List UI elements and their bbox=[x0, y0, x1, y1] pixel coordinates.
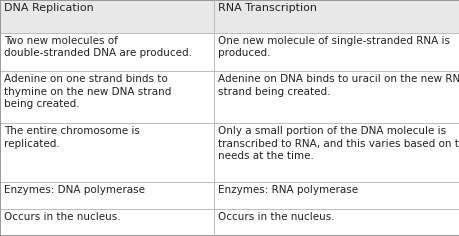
Bar bbox=[0, 71, 213, 123]
Text: Two new molecules of
double-stranded DNA are produced.: Two new molecules of double-stranded DNA… bbox=[5, 35, 192, 58]
Bar bbox=[0, 33, 213, 71]
Text: RNA Transcription: RNA Transcription bbox=[218, 3, 317, 13]
Bar bbox=[213, 33, 459, 71]
Bar bbox=[213, 71, 459, 123]
Text: Occurs in the nucleus.: Occurs in the nucleus. bbox=[5, 212, 121, 222]
Text: The entire chromosome is
replicated.: The entire chromosome is replicated. bbox=[5, 126, 140, 149]
Bar bbox=[0, 209, 213, 236]
Text: Adenine on one strand binds to
thymine on the new DNA strand
being created.: Adenine on one strand binds to thymine o… bbox=[5, 74, 171, 109]
Bar bbox=[213, 123, 459, 182]
Bar bbox=[213, 0, 459, 33]
Text: Enzymes: RNA polymerase: Enzymes: RNA polymerase bbox=[218, 185, 358, 194]
Bar bbox=[213, 209, 459, 236]
Text: Adenine on DNA binds to uracil on the new RNA
strand being created.: Adenine on DNA binds to uracil on the ne… bbox=[218, 74, 459, 97]
Text: Enzymes: DNA polymerase: Enzymes: DNA polymerase bbox=[5, 185, 145, 194]
Bar bbox=[213, 182, 459, 209]
Text: Only a small portion of the DNA molecule is
transcribed to RNA, and this varies : Only a small portion of the DNA molecule… bbox=[218, 126, 459, 161]
Text: One new molecule of single-stranded RNA is
produced.: One new molecule of single-stranded RNA … bbox=[218, 35, 449, 58]
Bar bbox=[0, 0, 213, 33]
Text: Occurs in the nucleus.: Occurs in the nucleus. bbox=[218, 212, 334, 222]
Text: DNA Replication: DNA Replication bbox=[5, 3, 94, 13]
Bar bbox=[0, 182, 213, 209]
Bar bbox=[0, 123, 213, 182]
